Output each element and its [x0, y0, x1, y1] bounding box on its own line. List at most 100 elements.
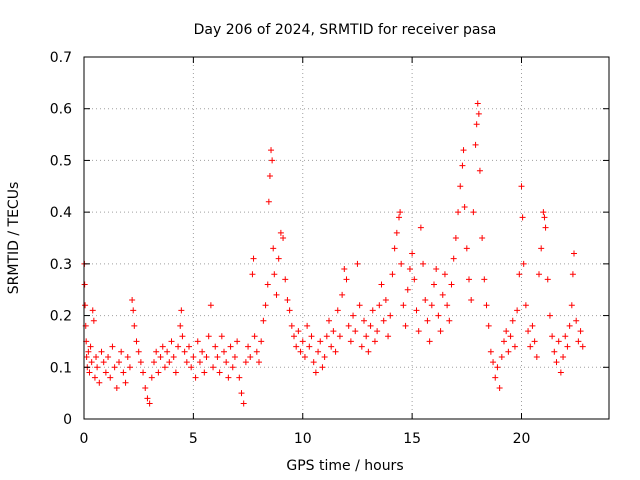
data-point	[514, 307, 521, 314]
data-point	[126, 364, 133, 371]
x-axis-label: GPS time / hours	[286, 458, 403, 474]
data-point	[223, 359, 230, 366]
y-tick-label: 0	[63, 412, 72, 428]
data-point	[291, 333, 297, 340]
data-point	[404, 286, 411, 293]
data-point	[518, 183, 525, 190]
data-point	[487, 348, 494, 355]
data-point	[422, 297, 429, 304]
data-point	[288, 322, 295, 329]
data-point	[113, 384, 120, 391]
data-point	[175, 343, 182, 350]
data-point	[87, 343, 94, 350]
y-axis-label: SRMTID / TECUs	[6, 182, 22, 295]
data-point	[566, 322, 573, 329]
data-point	[400, 302, 407, 309]
data-point	[194, 338, 201, 345]
y-tick-label: 0.4	[50, 205, 72, 221]
data-point	[361, 317, 367, 324]
data-point	[501, 338, 507, 345]
data-point	[319, 364, 326, 371]
data-point	[227, 343, 234, 350]
data-point	[94, 364, 101, 371]
data-point	[461, 203, 468, 210]
data-point	[490, 359, 497, 366]
data-point	[435, 312, 442, 319]
data-point	[350, 312, 357, 319]
data-point	[569, 271, 576, 278]
data-point	[130, 307, 137, 314]
data-point	[183, 359, 190, 366]
data-point	[402, 322, 409, 329]
data-point	[343, 276, 350, 283]
data-point	[553, 359, 560, 366]
x-tick-label: 20	[513, 431, 531, 447]
data-point	[218, 333, 225, 340]
x-tick-label: 5	[189, 431, 198, 447]
data-point	[85, 348, 92, 355]
plot-frame	[83, 56, 610, 420]
data-point	[157, 353, 164, 360]
data-point	[485, 322, 492, 329]
data-point	[212, 343, 219, 350]
data-point	[265, 198, 272, 205]
data-point	[270, 245, 277, 252]
data-point	[470, 209, 477, 216]
data-point	[541, 214, 548, 221]
data-point	[186, 343, 192, 350]
data-point	[148, 374, 155, 381]
data-point	[380, 317, 387, 324]
data-point	[306, 343, 313, 350]
data-point	[494, 364, 501, 371]
data-point	[444, 302, 451, 309]
data-point	[179, 333, 186, 340]
data-point	[536, 271, 542, 278]
data-point	[476, 167, 483, 174]
x-tick-label: 0	[80, 431, 89, 447]
data-point	[310, 359, 317, 366]
data-point	[371, 338, 378, 345]
data-point	[358, 343, 365, 350]
data-point	[181, 348, 188, 355]
x-axis: 0 5 10 15 20	[80, 57, 531, 447]
data-point	[245, 343, 252, 350]
data-point	[118, 348, 125, 355]
data-point	[522, 302, 529, 309]
data-point	[549, 333, 556, 340]
data-point	[424, 317, 431, 324]
data-point	[345, 322, 352, 329]
chart-title: Day 206 of 2024, SRMTID for receiver pas…	[194, 22, 497, 38]
data-point	[236, 374, 243, 381]
data-point	[332, 348, 339, 355]
data-point	[363, 333, 370, 340]
data-point	[466, 276, 472, 283]
data-point	[527, 343, 534, 350]
data-point	[317, 338, 324, 345]
data-point	[564, 343, 571, 350]
data-point	[164, 348, 171, 355]
data-point	[441, 271, 448, 278]
data-point	[330, 328, 337, 335]
data-point	[133, 338, 140, 345]
data-point	[304, 322, 311, 329]
data-point	[391, 245, 398, 252]
data-point	[568, 302, 575, 309]
data-point	[207, 302, 214, 309]
data-point	[409, 250, 416, 257]
data-point	[472, 141, 479, 148]
data-point	[258, 338, 265, 345]
y-tick-label: 0.6	[50, 102, 72, 118]
data-point	[273, 291, 280, 298]
data-point	[284, 297, 291, 304]
data-point	[135, 348, 142, 355]
data-point	[242, 359, 249, 366]
data-point	[382, 297, 389, 304]
data-point	[551, 348, 558, 355]
data-point	[544, 276, 551, 283]
data-point	[411, 276, 418, 283]
data-point	[498, 353, 505, 360]
data-point	[144, 395, 151, 402]
data-point	[321, 353, 328, 360]
data-point	[264, 281, 271, 288]
data-point	[260, 317, 267, 324]
